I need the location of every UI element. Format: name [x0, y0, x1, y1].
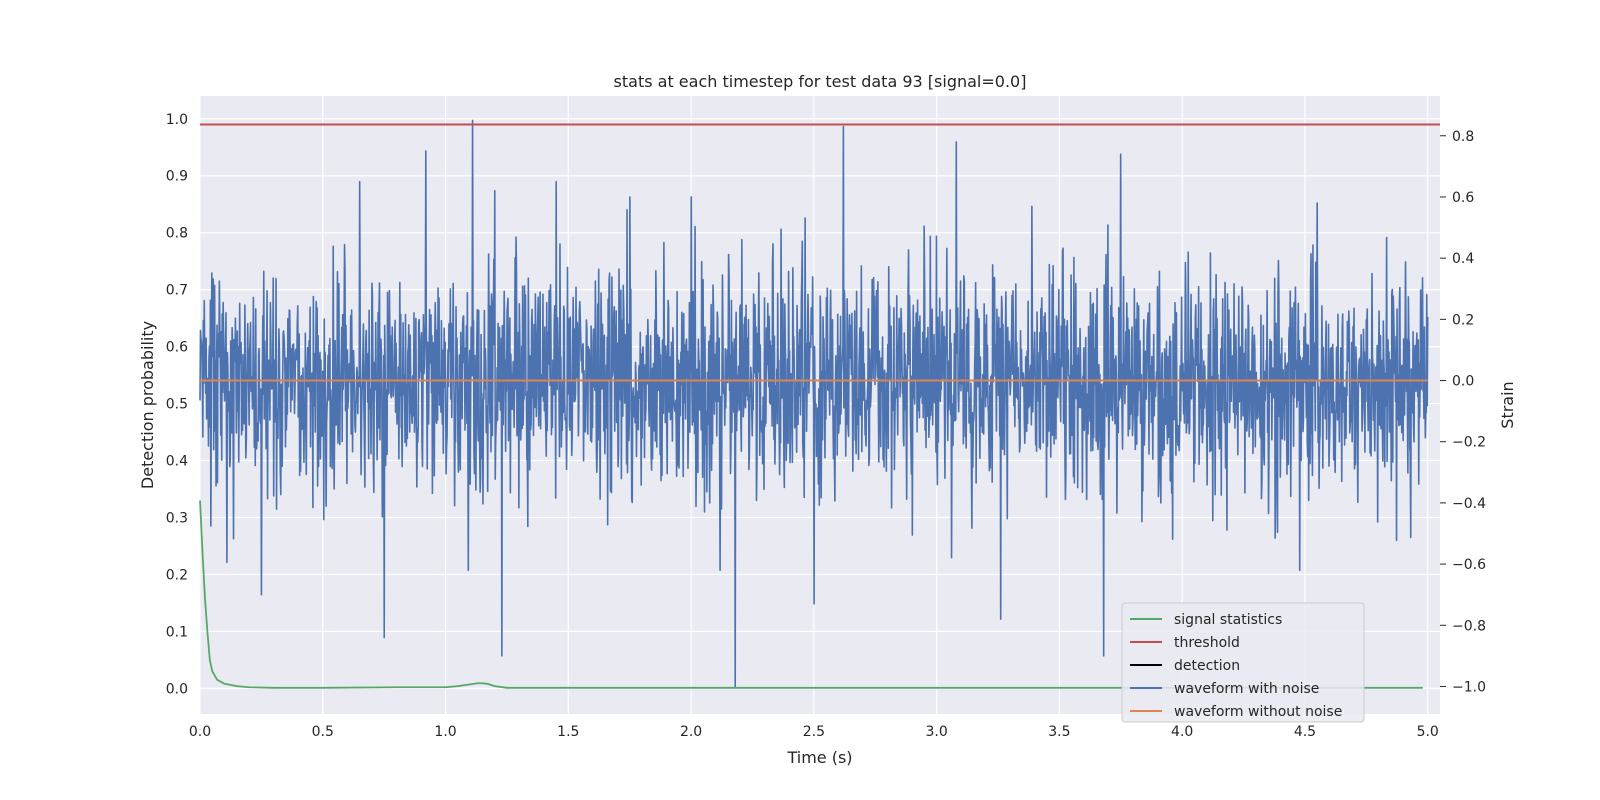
y2-tick-label: −0.4 — [1452, 496, 1486, 512]
y2-tick-label: 0.6 — [1452, 190, 1474, 206]
legend-label: threshold — [1174, 635, 1240, 651]
y2-tick-label: 0.2 — [1452, 312, 1474, 328]
y2-tick-label: 0.8 — [1452, 129, 1474, 145]
y2-axis-ticks: −1.0 −0.8 −0.6 −0.4 −0.2 0.0 0.2 0.4 0.6 0.8 — [1440, 129, 1486, 695]
y-tick-label: 0.9 — [166, 169, 188, 185]
x-tick-label: 1.5 — [557, 724, 579, 740]
x-tick-label: 0.0 — [189, 724, 211, 740]
legend-label: waveform with noise — [1174, 681, 1319, 697]
x-tick-label: 5.0 — [1417, 724, 1439, 740]
y-tick-label: 1.0 — [166, 112, 188, 128]
y-axis-label: Detection probability — [138, 321, 157, 489]
series-waveform-with-noise — [199, 119, 1429, 688]
x-tick-label: 3.0 — [926, 724, 948, 740]
x-tick-label: 3.5 — [1048, 724, 1070, 740]
y-tick-label: 0.4 — [166, 454, 188, 470]
y-tick-label: 0.1 — [166, 624, 188, 640]
y-tick-label: 0.6 — [166, 340, 188, 356]
x-tick-label: 2.5 — [803, 724, 825, 740]
y-tick-label: 0.7 — [166, 283, 188, 299]
x-tick-label: 0.5 — [312, 724, 334, 740]
x-tick-label: 4.0 — [1171, 724, 1193, 740]
x-axis-ticks: 0.0 0.5 1.0 1.5 2.0 2.5 3.0 3.5 4.0 4.5 5.0 — [189, 724, 1439, 740]
y-tick-label: 0.0 — [166, 681, 188, 697]
y2-tick-label: −1.0 — [1452, 679, 1486, 695]
y-tick-label: 0.8 — [166, 226, 188, 242]
y2-tick-label: 0.0 — [1452, 374, 1474, 390]
y2-tick-label: −0.8 — [1452, 618, 1486, 634]
y-tick-label: 0.5 — [166, 397, 188, 413]
x-tick-label: 1.0 — [434, 724, 456, 740]
legend-label: waveform without noise — [1174, 704, 1342, 720]
series-signal-statistics — [199, 500, 1423, 689]
y-axis-ticks: 0.0 0.1 0.2 0.3 0.4 0.5 0.6 0.7 0.8 0.9 1.0 — [166, 112, 188, 698]
legend-label: detection — [1174, 658, 1240, 674]
legend-label: signal statistics — [1174, 612, 1282, 628]
legend-box — [1121, 602, 1365, 723]
x-tick-label: 4.5 — [1294, 724, 1316, 740]
chart-title: stats at each timestep for test data 93 … — [614, 72, 1027, 91]
y-tick-label: 0.3 — [166, 510, 188, 526]
y-tick-label: 0.2 — [166, 567, 188, 583]
y2-tick-label: −0.6 — [1452, 557, 1486, 573]
x-axis-label: Time (s) — [786, 748, 852, 767]
y2-tick-label: −0.2 — [1452, 435, 1486, 451]
legend: signal statistics threshold detection wavef… — [1121, 602, 1365, 723]
y2-tick-label: 0.4 — [1452, 251, 1474, 267]
x-tick-label: 2.0 — [680, 724, 702, 740]
series-layer — [199, 119, 1440, 689]
y2-axis-label: Strain — [1498, 381, 1517, 428]
